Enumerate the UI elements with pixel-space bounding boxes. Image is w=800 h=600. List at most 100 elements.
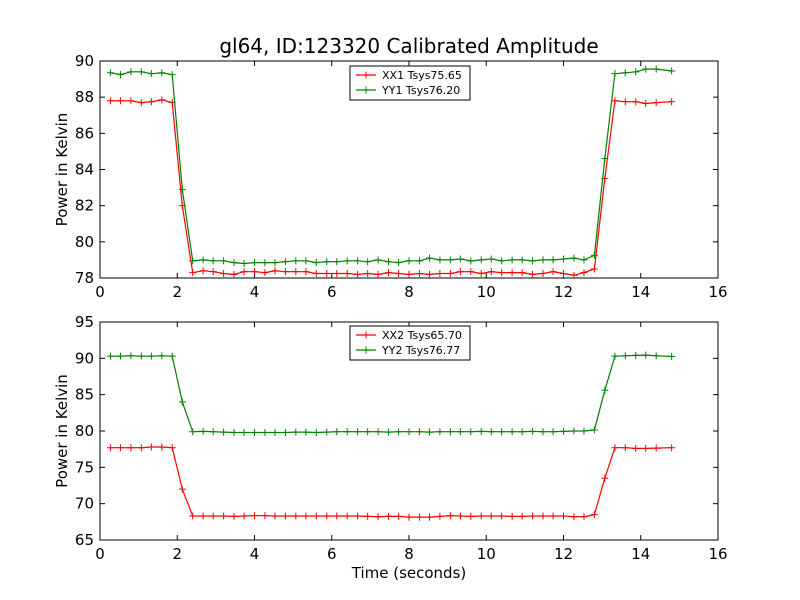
data-point	[333, 428, 341, 436]
data-point	[621, 444, 629, 452]
data-point	[395, 512, 403, 520]
data-point	[529, 257, 537, 265]
data-point	[323, 512, 331, 520]
data-point	[240, 512, 248, 520]
data-point	[292, 428, 300, 436]
data-point	[467, 428, 475, 436]
data-point	[668, 67, 676, 75]
data-point	[230, 512, 238, 520]
data-point	[158, 443, 166, 451]
x-tick-label: 14	[631, 545, 650, 563]
data-point	[611, 70, 619, 78]
data-point	[456, 268, 464, 276]
data-point	[642, 65, 650, 73]
data-point	[364, 512, 372, 520]
data-point	[487, 268, 495, 276]
data-point	[189, 257, 197, 265]
data-point	[147, 443, 155, 451]
data-point	[518, 256, 526, 264]
data-point	[137, 99, 145, 107]
data-point	[168, 444, 176, 452]
data-point	[590, 426, 598, 434]
data-point	[240, 268, 248, 276]
data-point	[209, 268, 217, 276]
data-point	[385, 512, 393, 520]
data-point	[652, 444, 660, 452]
data-point	[446, 512, 454, 520]
y-tick-label: 65	[75, 531, 94, 549]
data-point	[498, 269, 506, 277]
data-point	[668, 444, 676, 452]
data-point	[271, 512, 279, 520]
data-point	[529, 512, 537, 520]
data-point	[323, 258, 331, 266]
data-point	[570, 513, 578, 521]
data-point	[271, 267, 279, 275]
data-point	[333, 512, 341, 520]
data-point	[230, 259, 238, 267]
data-point	[425, 270, 433, 278]
legend-frame	[349, 325, 471, 361]
data-point	[374, 270, 382, 278]
data-point	[580, 256, 588, 264]
data-point	[333, 269, 341, 277]
data-point	[251, 512, 258, 520]
data-point	[147, 70, 155, 78]
data-point	[271, 259, 279, 267]
y-tick-label: 95	[75, 313, 94, 331]
data-point	[642, 99, 650, 107]
data-point	[178, 185, 186, 193]
y-tick-label: 88	[75, 88, 94, 106]
legend-label: XX1 Tsys75.65	[382, 69, 462, 82]
data-point	[508, 428, 516, 436]
data-point	[178, 398, 186, 406]
data-point	[158, 69, 166, 77]
data-point	[590, 265, 598, 273]
data-point	[436, 269, 444, 277]
data-point	[518, 512, 526, 520]
data-point	[251, 268, 258, 276]
legend-label: YY2 Tsys76.77	[381, 344, 460, 357]
data-point	[425, 254, 433, 262]
x-tick-label: 4	[250, 545, 260, 563]
data-point	[271, 428, 279, 436]
x-tick-label: 16	[708, 545, 727, 563]
data-point	[189, 512, 197, 520]
data-point	[446, 256, 454, 264]
data-point	[436, 512, 444, 520]
data-point	[632, 351, 640, 359]
data-point	[456, 428, 464, 436]
data-point	[116, 444, 124, 452]
data-point	[168, 71, 176, 79]
data-point	[106, 97, 114, 105]
data-point	[292, 257, 300, 265]
data-point	[601, 386, 609, 394]
x-tick-label: 0	[95, 283, 105, 301]
data-point	[415, 257, 423, 265]
data-point	[323, 428, 331, 436]
data-point	[364, 269, 372, 277]
data-point	[570, 254, 578, 262]
data-point	[467, 512, 475, 520]
data-point	[539, 428, 547, 436]
data-point	[189, 428, 197, 436]
data-point	[199, 512, 207, 520]
data-point	[477, 427, 485, 435]
data-point	[281, 258, 289, 266]
data-point	[137, 68, 145, 76]
x-tick-label: 16	[708, 283, 727, 301]
data-point	[570, 271, 578, 279]
data-point	[251, 259, 258, 267]
y-tick-label: 90	[75, 349, 94, 367]
data-point	[467, 257, 475, 265]
data-point	[652, 352, 660, 360]
y-axis-label: Power in Kelvin	[53, 374, 71, 488]
data-point	[611, 352, 619, 360]
series-line	[110, 354, 672, 434]
data-point	[312, 269, 320, 277]
data-point	[446, 269, 454, 277]
data-point	[323, 269, 331, 277]
data-point	[127, 352, 135, 360]
data-point	[529, 270, 537, 278]
data-point	[261, 269, 269, 277]
